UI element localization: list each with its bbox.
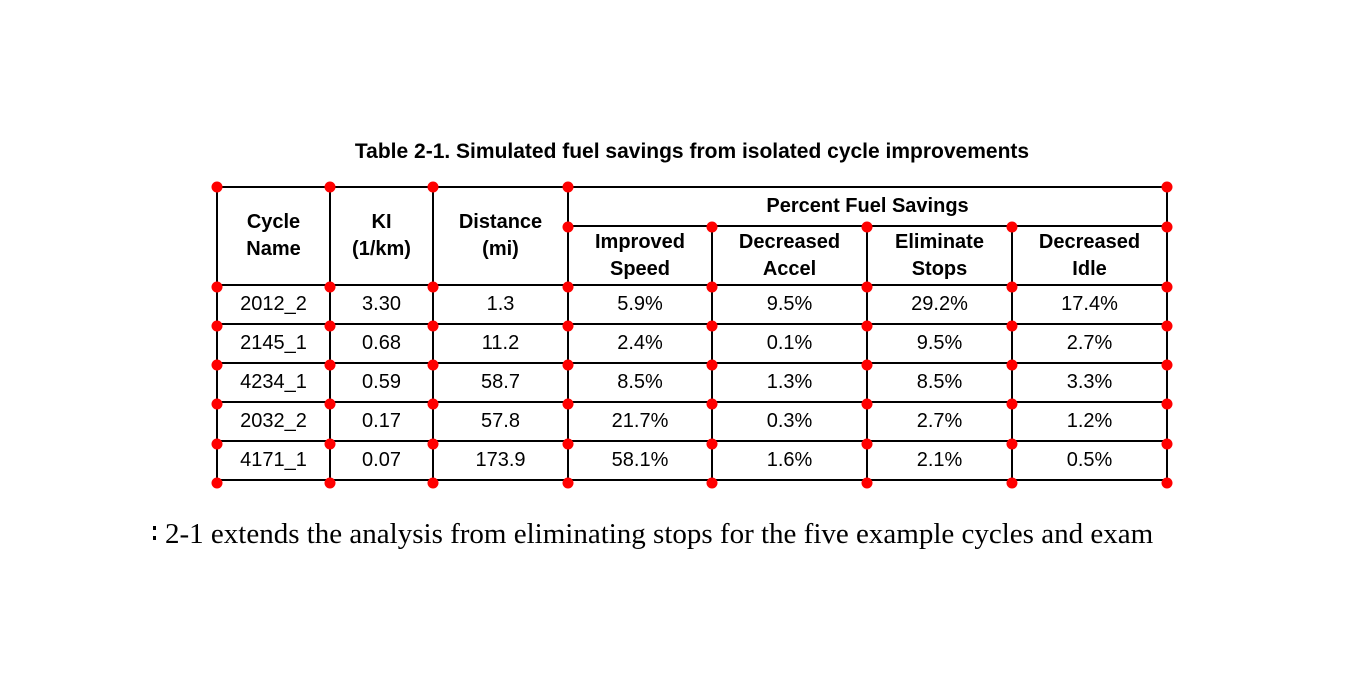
cell-improved-speed: 2.4% [567,323,713,364]
table-row: 2032_2 0.17 57.8 21.7% 0.3% 2.7% 1.2% [216,401,1169,442]
cell-distance: 11.2 [432,323,569,364]
fuel-savings-table: Cycle Name KI (1/km) Distance (mi) Perce… [216,186,1169,481]
cell-improved-speed: 8.5% [567,362,713,403]
cell-eliminate-stops: 8.5% [866,362,1013,403]
cell-decreased-idle: 1.2% [1010,401,1169,442]
table-row: 4171_1 0.07 173.9 58.1% 1.6% 2.1% 0.5% [216,440,1169,481]
header-percent-fuel-savings: Percent Fuel Savings [566,186,1169,227]
cell-cycle-name: 2145_1 [216,323,331,364]
cell-ki: 0.07 [329,440,434,481]
header-eliminate-stops: Eliminate Stops [866,225,1013,286]
cell-ki: 3.30 [329,284,434,325]
cell-decreased-accel: 0.3% [711,401,868,442]
cell-decreased-accel: 1.6% [711,440,868,481]
cell-decreased-idle: 17.4% [1010,284,1169,325]
header-improved-speed: Improved Speed [567,225,713,286]
header-ki: KI (1/km) [329,186,434,286]
cell-ki: 0.17 [329,401,434,442]
cell-cycle-name: 2012_2 [216,284,331,325]
cell-distance: 173.9 [432,440,569,481]
header-decreased-accel: Decreased Accel [711,225,868,286]
clipped-text-fragment [153,526,157,540]
cell-decreased-accel: 9.5% [711,284,868,325]
cell-distance: 58.7 [432,362,569,403]
cell-decreased-idle: 3.3% [1010,362,1169,403]
cell-cycle-name: 4171_1 [216,440,331,481]
cell-ki: 0.59 [329,362,434,403]
header-decreased-idle: Decreased Idle [1010,225,1169,286]
cell-decreased-idle: 0.5% [1010,440,1169,481]
cell-eliminate-stops: 9.5% [866,323,1013,364]
cell-eliminate-stops: 29.2% [866,284,1013,325]
cell-distance: 1.3 [432,284,569,325]
cell-improved-speed: 21.7% [567,401,713,442]
cell-eliminate-stops: 2.7% [866,401,1013,442]
cell-improved-speed: 58.1% [567,440,713,481]
cell-improved-speed: 5.9% [567,284,713,325]
cell-decreased-idle: 2.7% [1010,323,1169,364]
header-distance: Distance (mi) [432,186,569,286]
cell-decreased-accel: 1.3% [711,362,868,403]
table-row: 2145_1 0.68 11.2 2.4% 0.1% 9.5% 2.7% [216,323,1169,364]
table-caption: Table 2-1. Simulated fuel savings from i… [354,140,1030,163]
cell-decreased-accel: 0.1% [711,323,868,364]
cell-ki: 0.68 [329,323,434,364]
cell-cycle-name: 4234_1 [216,362,331,403]
cell-eliminate-stops: 2.1% [866,440,1013,481]
cell-distance: 57.8 [432,401,569,442]
table-row: 2012_2 3.30 1.3 5.9% 9.5% 29.2% 17.4% [216,284,1169,325]
cell-cycle-name: 2032_2 [216,401,331,442]
table-row: 4234_1 0.59 58.7 8.5% 1.3% 8.5% 3.3% [216,362,1169,403]
paragraph-text: 2-1 extends the analysis from eliminatin… [165,518,1154,550]
header-cycle-name: Cycle Name [216,186,331,286]
